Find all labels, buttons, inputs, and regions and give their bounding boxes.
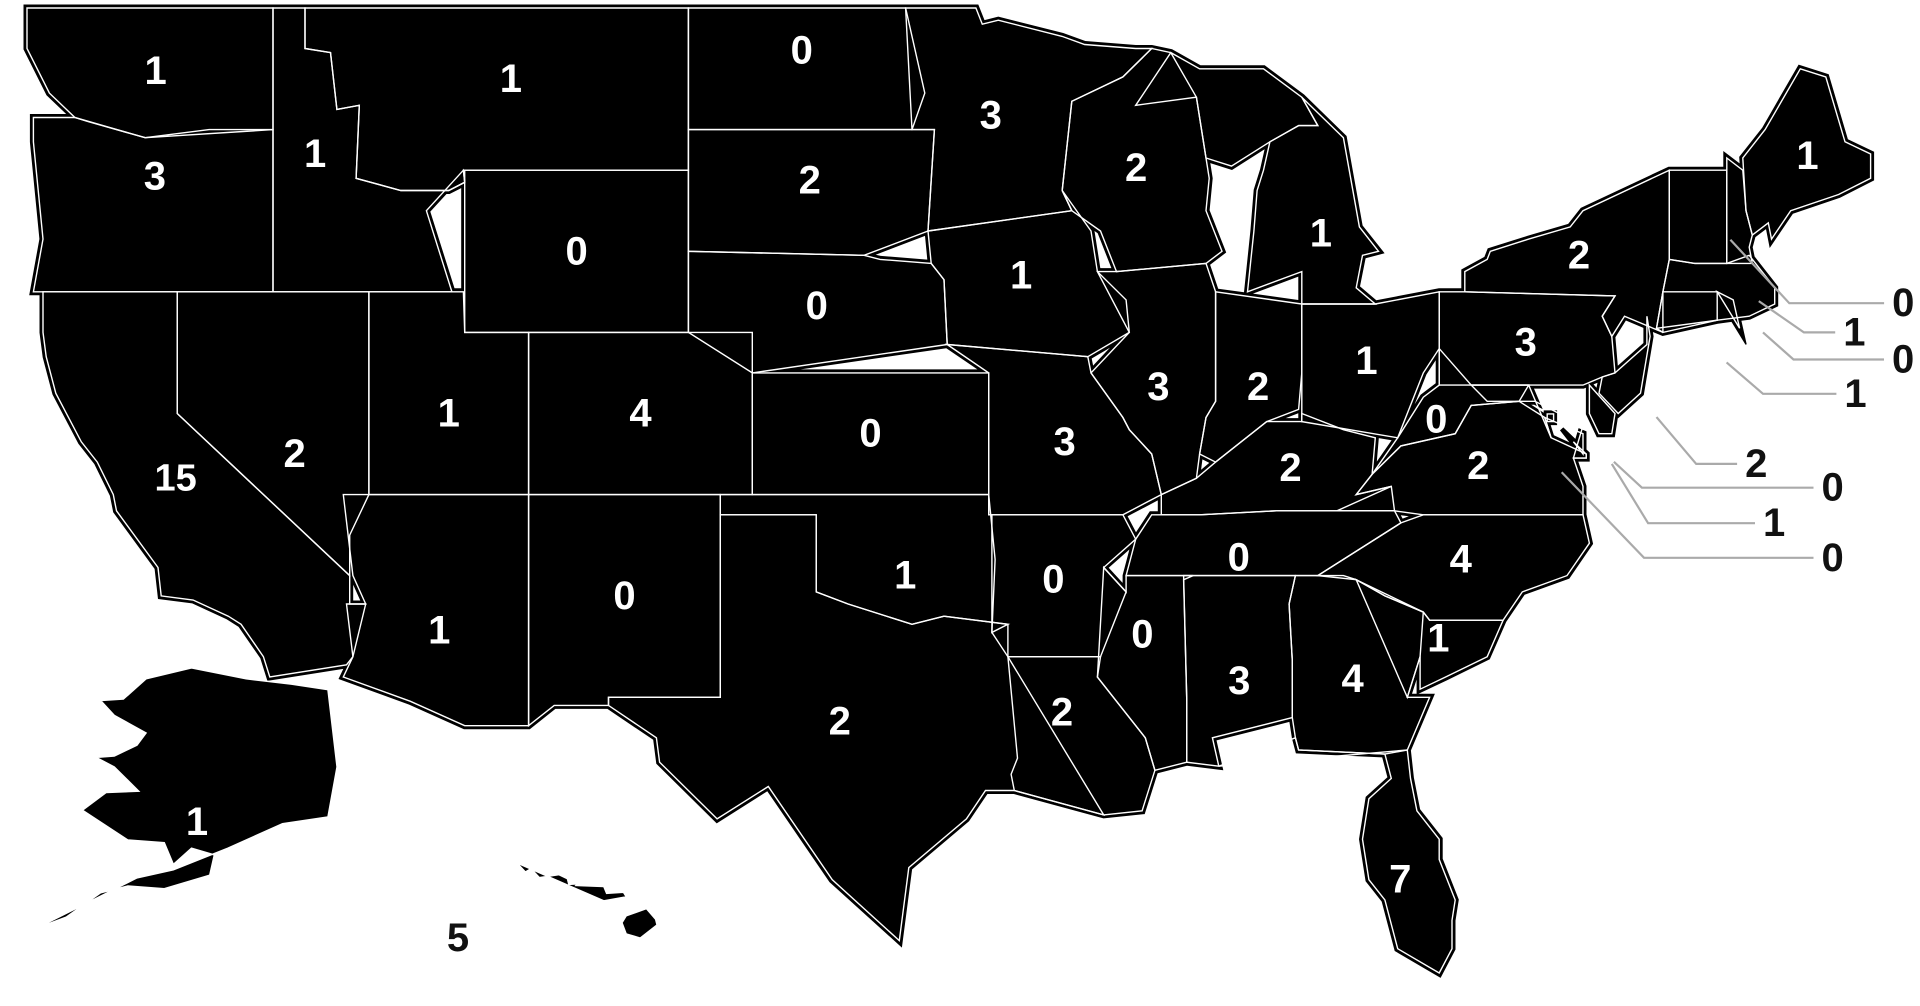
svg-text:1: 1 [1843, 310, 1865, 354]
svg-text:2: 2 [1279, 446, 1301, 490]
svg-text:1: 1 [1310, 212, 1332, 256]
svg-text:0: 0 [1228, 535, 1250, 579]
svg-text:0: 0 [1425, 398, 1447, 442]
svg-text:1: 1 [186, 800, 208, 844]
svg-text:0: 0 [1042, 558, 1064, 602]
svg-text:1: 1 [1010, 254, 1032, 298]
svg-text:2: 2 [829, 700, 851, 744]
svg-text:1: 1 [1844, 372, 1866, 416]
svg-text:2: 2 [1247, 365, 1269, 409]
svg-text:4: 4 [1450, 537, 1473, 581]
svg-text:3: 3 [1053, 420, 1075, 464]
svg-text:2: 2 [283, 432, 305, 476]
svg-text:1: 1 [500, 57, 522, 101]
svg-text:3: 3 [1515, 321, 1537, 365]
svg-text:4: 4 [629, 392, 652, 436]
svg-text:0: 0 [613, 574, 635, 618]
svg-text:0: 0 [859, 412, 881, 456]
svg-text:1: 1 [304, 132, 326, 176]
svg-text:1: 1 [894, 554, 916, 598]
svg-text:2: 2 [1125, 146, 1147, 190]
svg-text:0: 0 [791, 29, 813, 73]
svg-text:3: 3 [144, 154, 166, 198]
svg-text:0: 0 [1822, 536, 1844, 580]
svg-text:15: 15 [155, 457, 197, 499]
svg-text:0: 0 [1822, 466, 1844, 510]
svg-text:1: 1 [1355, 339, 1377, 383]
svg-text:0: 0 [1131, 612, 1153, 656]
svg-text:4: 4 [1341, 657, 1364, 701]
svg-text:2: 2 [1745, 442, 1767, 486]
svg-text:1: 1 [1427, 617, 1449, 661]
svg-text:1: 1 [1796, 134, 1818, 178]
svg-text:3: 3 [980, 93, 1002, 137]
svg-text:0: 0 [1892, 338, 1914, 382]
svg-text:1: 1 [1763, 501, 1785, 545]
svg-text:3: 3 [1228, 659, 1250, 703]
svg-text:5: 5 [447, 916, 469, 960]
svg-text:0: 0 [565, 229, 587, 273]
svg-text:2: 2 [1467, 444, 1489, 488]
svg-text:0: 0 [1892, 281, 1914, 325]
svg-text:2: 2 [1568, 233, 1590, 277]
svg-text:2: 2 [1051, 690, 1073, 734]
svg-text:0: 0 [806, 284, 828, 328]
svg-text:1: 1 [428, 608, 450, 652]
svg-text:7: 7 [1389, 858, 1411, 902]
svg-text:1: 1 [438, 392, 460, 436]
svg-text:1: 1 [144, 49, 166, 93]
svg-text:3: 3 [1147, 365, 1169, 409]
svg-text:2: 2 [799, 158, 821, 202]
